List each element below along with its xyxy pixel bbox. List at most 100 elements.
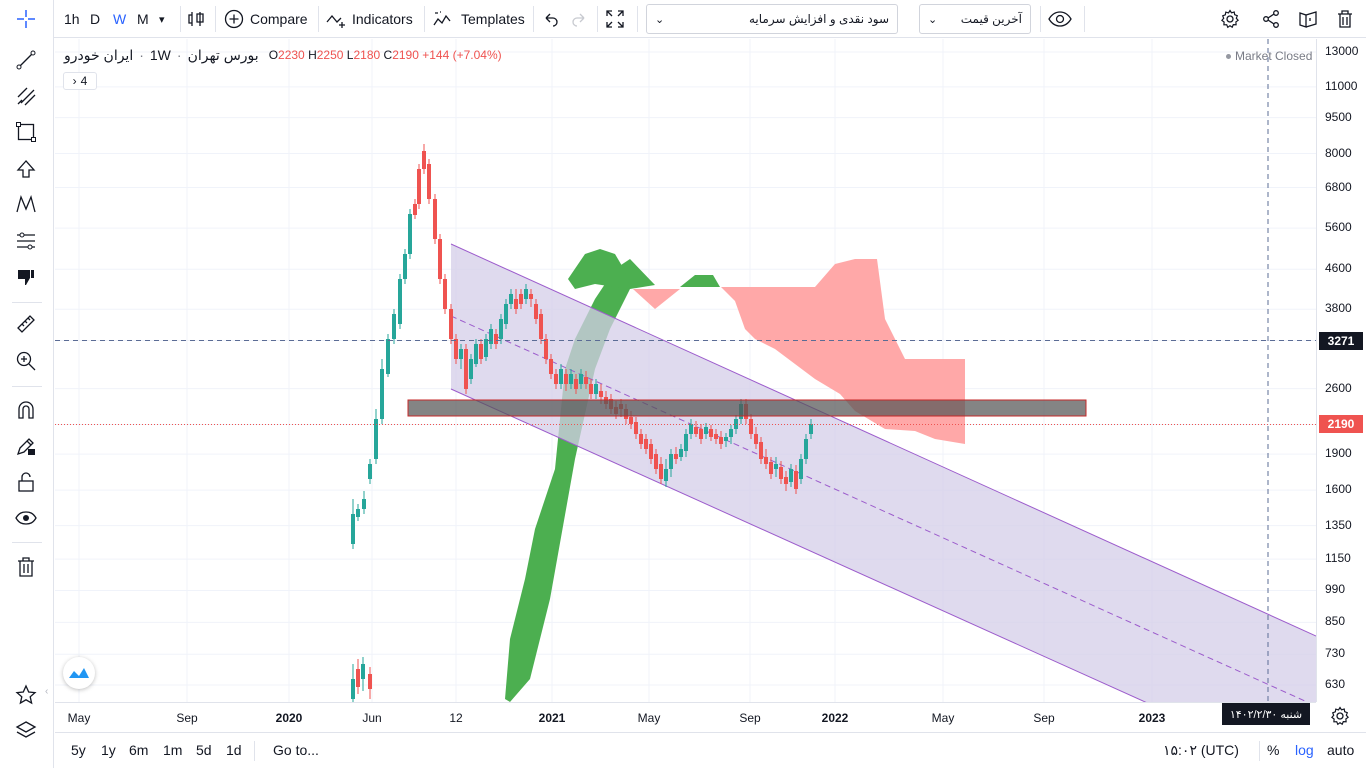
crosshair-icon[interactable] bbox=[12, 5, 40, 33]
axis-settings-icon[interactable] bbox=[1330, 706, 1350, 731]
support-zone-rectangle bbox=[407, 399, 1087, 417]
candle-body bbox=[361, 664, 365, 679]
goto-button[interactable]: Go to... bbox=[273, 742, 319, 758]
range-1d[interactable]: 1d bbox=[226, 742, 242, 758]
range-1m[interactable]: 1m bbox=[163, 742, 183, 758]
candle-body bbox=[789, 469, 793, 482]
share-icon[interactable] bbox=[1261, 0, 1281, 38]
percent-toggle[interactable]: % bbox=[1267, 742, 1280, 758]
range-1y[interactable]: 1y bbox=[101, 742, 116, 758]
interval-dropdown-chevron-icon[interactable]: ▾ bbox=[159, 13, 165, 26]
candle-body bbox=[809, 424, 813, 434]
separator bbox=[1040, 6, 1041, 32]
snapshot-icon[interactable] bbox=[1298, 0, 1318, 38]
zoom-in-icon[interactable] bbox=[12, 347, 40, 375]
study-dropdown[interactable]: ⌄ سود نقدی و افزایش سرمایه bbox=[646, 4, 898, 34]
ruler-icon[interactable] bbox=[12, 310, 40, 338]
tradingview-logo-icon[interactable] bbox=[63, 657, 95, 689]
candle-body bbox=[559, 369, 563, 384]
time-axis[interactable]: May Sep 2020 Jun 12 2021 May Sep 2022 May Sep 2023 bbox=[55, 702, 1316, 732]
magnet-icon[interactable] bbox=[12, 396, 40, 424]
candle-body bbox=[438, 239, 442, 279]
candle-body bbox=[784, 477, 788, 484]
price-tick-label: 2600 bbox=[1325, 380, 1352, 395]
candle-body bbox=[356, 669, 360, 687]
candle-body bbox=[714, 434, 718, 439]
interval-W[interactable]: W bbox=[113, 11, 127, 27]
compare-button[interactable]: Compare bbox=[224, 0, 308, 38]
delete-icon[interactable] bbox=[1336, 0, 1354, 38]
range-6m[interactable]: 6m bbox=[129, 742, 149, 758]
bar-style-icon[interactable] bbox=[186, 0, 206, 38]
price-chart[interactable] bbox=[55, 39, 1316, 702]
bottom-toolbar: 5y 1y 6m 1m 5d 1d Go to... ۱۵:۰۲ (UTC) %… bbox=[55, 732, 1366, 768]
chart-pane[interactable] bbox=[55, 39, 1316, 702]
cloud-bear-segment bbox=[633, 289, 680, 309]
candle-body bbox=[589, 384, 593, 394]
candle-body bbox=[764, 457, 768, 464]
candle-body bbox=[689, 424, 693, 434]
price-tick-label: 1150 bbox=[1325, 551, 1351, 566]
candle-body bbox=[694, 427, 698, 434]
trend-line-icon[interactable] bbox=[12, 46, 40, 74]
price-axis[interactable]: 13000 11000 9500 8000 6800 5600 4600 3800 3271 26… bbox=[1316, 39, 1366, 702]
eye-icon[interactable] bbox=[12, 504, 40, 532]
price-tick-label: 1600 bbox=[1325, 482, 1352, 497]
rectangle-icon[interactable] bbox=[12, 118, 40, 146]
undo-icon[interactable] bbox=[542, 0, 560, 38]
candle-body bbox=[584, 377, 588, 384]
range-5d[interactable]: 5d bbox=[196, 742, 212, 758]
crosshair-price-label: 3271 bbox=[1319, 331, 1363, 350]
price-type-dropdown[interactable]: ⌄ آخرین قیمت bbox=[919, 4, 1031, 34]
interval-1h[interactable]: 1h bbox=[64, 11, 80, 27]
interval-D[interactable]: D bbox=[90, 11, 101, 27]
candle-body bbox=[374, 419, 378, 459]
unlock-icon[interactable] bbox=[12, 468, 40, 496]
indicators-collapse-button[interactable]: › 4 bbox=[63, 72, 97, 90]
collapse-toolbar-icon[interactable]: ‹ bbox=[45, 686, 49, 697]
range-5y[interactable]: 5y bbox=[71, 742, 86, 758]
clock[interactable]: ۱۵:۰۲ (UTC) bbox=[1163, 742, 1239, 758]
eye-icon[interactable] bbox=[1048, 0, 1072, 38]
separator bbox=[1259, 741, 1260, 761]
price-tick-label: 630 bbox=[1325, 677, 1346, 691]
time-tick-label: Sep bbox=[739, 711, 761, 725]
auto-toggle[interactable]: auto bbox=[1327, 742, 1355, 758]
pattern-icon[interactable] bbox=[12, 190, 40, 218]
candle-body bbox=[779, 467, 783, 479]
fullscreen-icon[interactable] bbox=[605, 0, 625, 38]
price-tick-label: 9500 bbox=[1325, 109, 1352, 124]
candle-body bbox=[794, 471, 798, 489]
candle-body bbox=[362, 499, 366, 509]
settings-icon[interactable] bbox=[1220, 0, 1240, 38]
lock-draw-icon[interactable] bbox=[12, 432, 40, 460]
candle-body bbox=[704, 427, 708, 434]
separator bbox=[637, 6, 638, 32]
cloud-bull-segment bbox=[505, 259, 655, 702]
trash-icon[interactable] bbox=[12, 553, 40, 581]
overlays bbox=[55, 39, 1316, 702]
candle-body bbox=[629, 417, 633, 424]
pitchfork-icon[interactable] bbox=[12, 82, 40, 110]
arrow-up-icon[interactable] bbox=[12, 155, 40, 183]
candle-body bbox=[719, 437, 723, 444]
symbol-name[interactable]: ایران خودرو bbox=[64, 46, 134, 63]
indicators-button[interactable]: Indicators bbox=[326, 0, 413, 38]
interval-M[interactable]: M bbox=[137, 11, 149, 27]
candle-body bbox=[356, 509, 360, 517]
candle-body bbox=[759, 442, 763, 459]
candle-body bbox=[654, 454, 658, 469]
thumbs-down-icon[interactable] bbox=[12, 263, 40, 291]
candle-body bbox=[489, 329, 493, 344]
fib-icon[interactable] bbox=[12, 227, 40, 255]
candle-body bbox=[659, 464, 663, 479]
price-tick-label: 8000 bbox=[1325, 145, 1352, 160]
chevron-right-icon: › bbox=[72, 74, 77, 88]
layers-icon[interactable] bbox=[12, 716, 40, 744]
candle-body bbox=[454, 339, 458, 359]
top-toolbar: 1h D W M ▾ Compare Indicators Templates … bbox=[0, 0, 1366, 38]
templates-button[interactable]: Templates bbox=[433, 0, 525, 38]
log-toggle[interactable]: log bbox=[1295, 742, 1314, 758]
redo-icon[interactable] bbox=[570, 0, 588, 38]
star-icon[interactable] bbox=[12, 681, 40, 709]
